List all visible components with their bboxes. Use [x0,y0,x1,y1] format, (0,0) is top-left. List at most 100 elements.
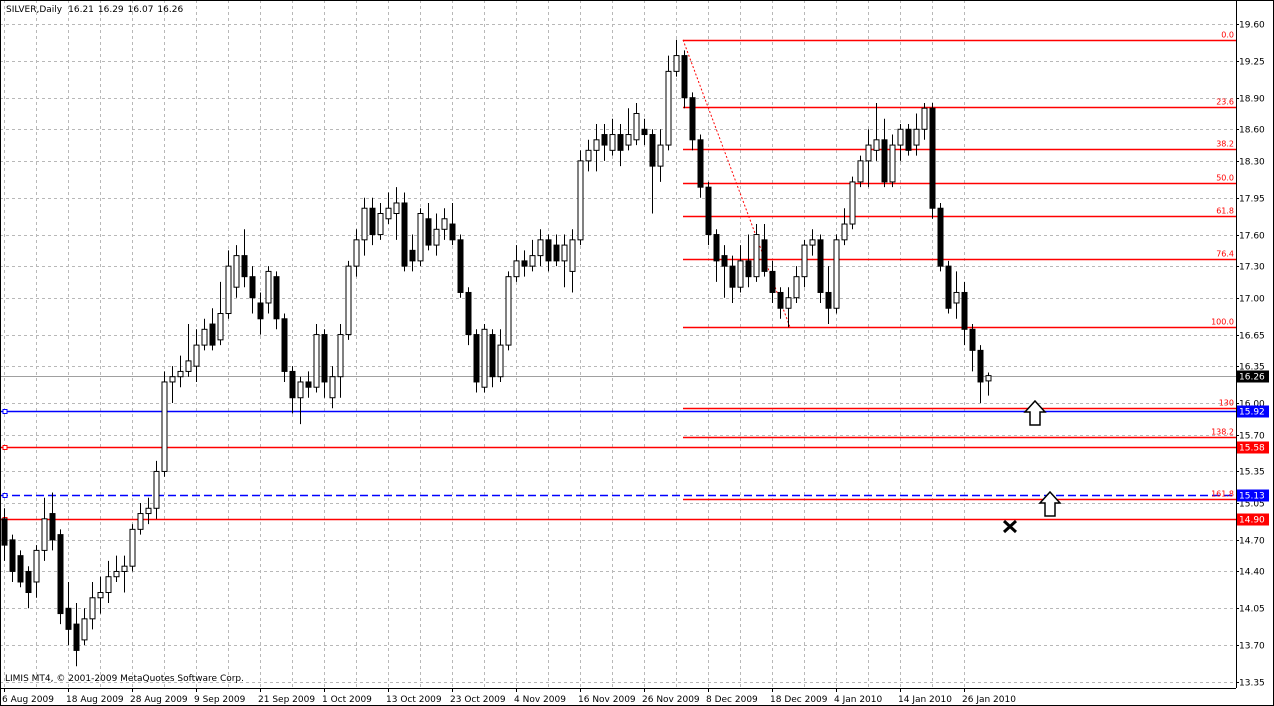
candle-body [33,549,40,583]
candle-body [17,555,24,583]
candle-body [449,223,456,241]
candle-body [857,160,864,183]
candle-body [473,334,480,383]
candles [1,39,992,667]
last-high: 16.29 [98,5,124,15]
candle-body [929,107,936,209]
candle-body [177,370,184,378]
candle-body [713,234,720,262]
fib-label: 0.0 [1221,31,1234,40]
candle-body [185,360,192,372]
candle-body [1,518,8,546]
x-tick-label: 14 Jan 2010 [898,695,952,705]
candle-body [553,244,560,262]
level-handle [2,493,8,498]
candle-body [545,239,552,262]
last-open: 16.21 [68,5,94,15]
candle-body [329,376,336,399]
chart-header: SILVER,Daily 16.21 16.29 16.07 16.26 [6,5,183,15]
copyright: LIMIS MT4, © 2001-2009 MetaQuotes Softwa… [5,674,244,684]
candle-body [169,376,176,383]
candle-body [937,207,944,267]
candle-body [969,328,976,351]
candle-body [801,244,808,278]
candle-body [945,265,952,309]
candle-body [793,276,800,299]
y-tick-label: 14.05 [1239,605,1265,615]
fib-trend-line [682,39,791,328]
y-tick-label: 16.65 [1239,332,1265,342]
candle-body [849,181,856,225]
candle-body [721,255,728,267]
candle-body [121,565,128,572]
fib-label: 130 [1219,399,1234,408]
candle-body [289,370,296,399]
candle-body [673,55,680,72]
candle-body [313,334,320,388]
candle-body [9,539,16,572]
x-tick-label: 4 Jan 2010 [834,695,882,705]
price-box-label: 15.13 [1239,492,1265,502]
cross-icon [1002,519,1018,534]
candle-body [657,144,664,167]
fib-label: 161.8 [1211,490,1234,499]
candle-body [225,265,232,315]
candle-body [385,207,392,220]
axis-panel [1236,0,1274,706]
x-tick-label: 8 Dec 2009 [706,695,758,705]
fib-label: 50.0 [1216,174,1234,183]
candle-body [201,328,208,346]
candle-body [97,592,104,599]
candle-body [905,128,912,151]
y-tick-label: 13.70 [1239,642,1265,652]
candle-body [873,139,880,151]
candle-body [137,513,144,530]
symbol: SILVER,Daily [6,5,63,15]
candle-body [729,265,736,288]
x-tick-label: 6 Aug 2009 [2,695,54,705]
candle-body [889,144,896,183]
candle-body [505,276,512,346]
candle-body [369,207,376,236]
y-tick-label: 19.25 [1239,58,1265,68]
x-tick-label: 9 Sep 2009 [194,695,246,705]
candle-body [513,260,520,278]
candle-body [57,534,64,615]
candle-body [785,297,792,309]
price-box [1237,405,1269,418]
candle-body [953,291,960,304]
candle-body [841,223,848,241]
candle-body [353,239,360,267]
candle-body [465,291,472,336]
candle-body [273,276,280,320]
candle-body [73,623,80,651]
candle-body [281,318,288,372]
candle-body [81,618,88,641]
price-box-label: 15.92 [1239,408,1265,418]
y-tick-label: 14.70 [1239,537,1265,547]
candle-body [193,344,200,367]
price-box-label: 15.58 [1239,444,1265,454]
candle-body [337,334,344,378]
candle-body [153,470,160,509]
candle-body [681,55,688,99]
y-tick-label: 15.05 [1239,500,1265,510]
candle-body [745,260,752,278]
candle-body [809,239,816,246]
x-tick-label: 28 Aug 2009 [130,695,188,705]
candle-body [361,207,368,241]
candle-body [697,139,704,188]
candle-body [129,528,136,567]
candle-body [417,213,424,262]
price-box [1237,513,1269,526]
candle-body [985,375,992,382]
fib-label: 100.0 [1211,318,1234,327]
candle-body [257,302,264,320]
candle-body [689,97,696,141]
candle-body [865,144,872,162]
grid [0,0,1236,688]
candle-body [633,112,640,141]
candle-body [441,218,448,230]
candle-body [409,249,416,262]
